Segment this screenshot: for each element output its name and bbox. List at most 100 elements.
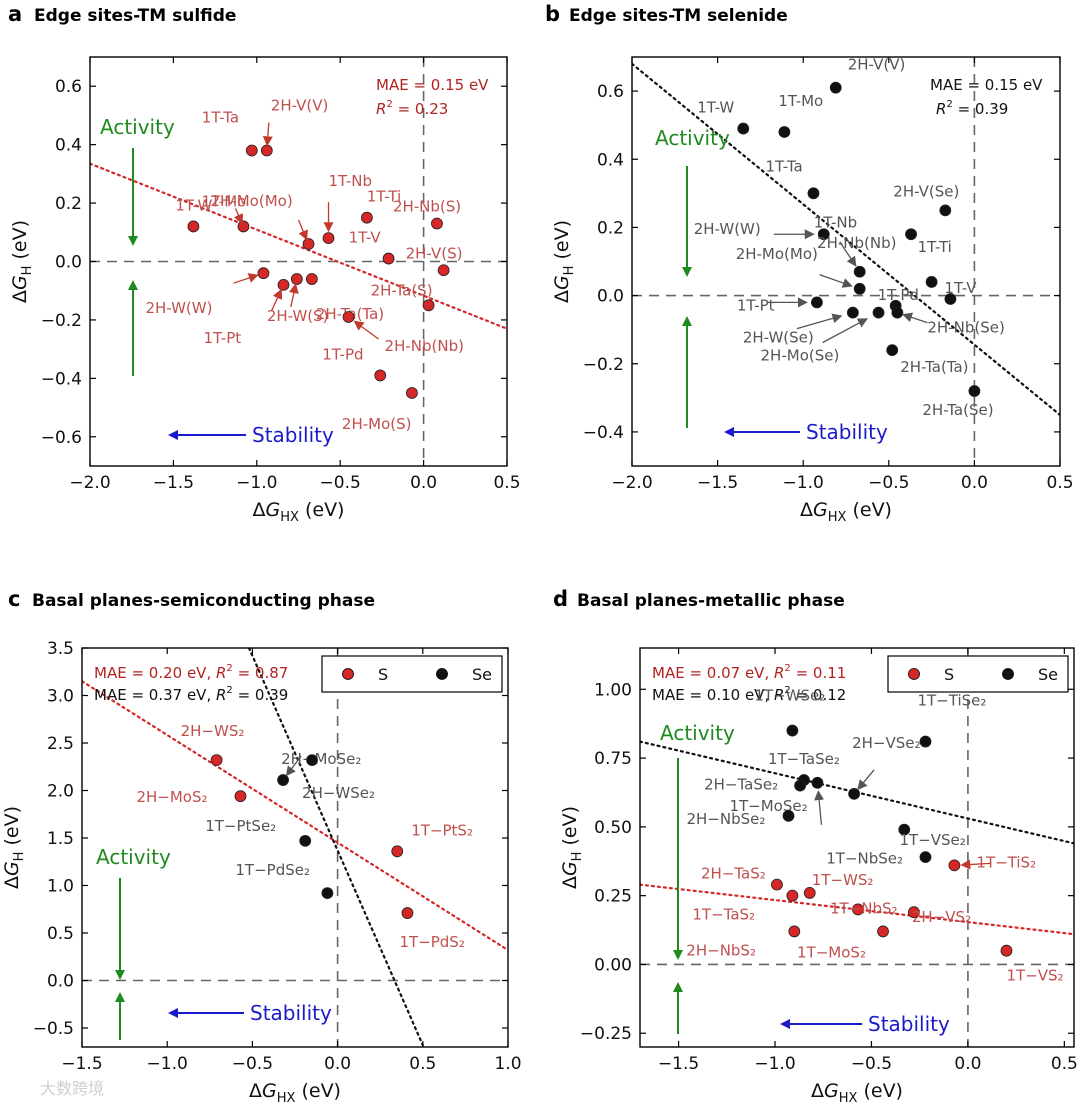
panel-a: a Edge sites-TM sulfide −2.0 −1.5 −1.0 −0.5 0.… — [8, 2, 521, 525]
point-label: 1T−TiSe₂ — [917, 692, 986, 710]
y-tick-label: 0.6 — [55, 77, 82, 97]
y-tick-label: −0.2 — [583, 355, 624, 375]
point-label: 1T-Mo — [778, 92, 823, 110]
x-tick-label: −1.0 — [147, 1054, 188, 1074]
data-point — [786, 889, 799, 902]
data-point — [437, 264, 450, 277]
data-point — [422, 299, 435, 312]
data-point — [778, 126, 791, 138]
y-tick-label: 0.4 — [55, 136, 82, 156]
y-tick-label: 1.00 — [594, 680, 632, 700]
y-tick-label: 1.0 — [47, 877, 74, 897]
r2-value: = 0.39 — [233, 686, 289, 704]
panel-letter: c — [8, 587, 20, 611]
data-point — [811, 776, 824, 789]
panel-title: Edge sites-TM selenide — [569, 6, 788, 26]
y-axis-label: ΔGH (eV) — [559, 806, 585, 889]
data-point — [1000, 944, 1013, 957]
pointer-arrow — [902, 312, 928, 324]
data-point — [939, 204, 952, 217]
x-axis-label: ΔGHX (eV) — [249, 1080, 341, 1106]
stat-line: MAE = 0.37 eV, R2 = 0.39 — [94, 685, 288, 704]
y-tick-label: 0.4 — [597, 150, 624, 170]
point-label: 2H−WS₂ — [181, 722, 245, 740]
data-point — [786, 724, 799, 737]
data-point — [321, 887, 334, 899]
point-label: 2H-Mo(Se) — [761, 347, 840, 365]
x-tick-label: −1.0 — [236, 473, 277, 493]
panel-c: c Basal planes-semiconducting phase −1.5 −1… — [1, 587, 522, 1106]
point-label: 2H-Mo(Mo) — [736, 245, 818, 263]
y-tick-label: 0.6 — [597, 82, 624, 102]
pointer-arrow — [233, 208, 244, 225]
pointer-arrow — [297, 219, 308, 241]
data-point — [807, 187, 820, 200]
y-tick-label: 2.0 — [47, 782, 74, 802]
stat-line: MAE = 0.10 eV, R2 = 0.12 — [652, 685, 846, 704]
x-tick-label: 1.0 — [494, 1054, 521, 1074]
data-point — [305, 273, 318, 285]
panel-letter: a — [8, 2, 22, 26]
mae-label: MAE = 0.20 eV, — [94, 664, 216, 682]
data-point — [782, 809, 795, 822]
data-point — [299, 834, 312, 847]
point-label: 2H−MoSe₂ — [281, 750, 361, 768]
pointer-arrow — [285, 755, 302, 777]
x-tick-label: −1.5 — [697, 473, 738, 493]
data-point — [290, 273, 303, 285]
data-point — [877, 925, 889, 938]
panel-letter: d — [553, 587, 568, 611]
activity-label: Activity — [100, 115, 175, 139]
mae-label: MAE = 0.15 eV — [930, 76, 1043, 94]
y-tick-label: 0.25 — [594, 887, 632, 907]
point-label: 1T-Ta — [202, 108, 239, 126]
point-label: 2H-Ta(S) — [371, 281, 433, 299]
data-point — [322, 232, 335, 245]
stability-label: Stability — [250, 1001, 332, 1025]
stat-line: MAE = 0.20 eV, R2 = 0.87 — [94, 663, 288, 682]
point-label: 2H-V(Se) — [893, 182, 959, 200]
y-tick-label: 0.2 — [55, 194, 82, 214]
point-label: 2H−VSe₂ — [852, 734, 920, 752]
data-point — [391, 845, 404, 858]
data-point — [848, 787, 861, 800]
point-label: 2H-Ta(Ta) — [900, 358, 968, 376]
data-point — [234, 790, 247, 803]
pointer-arrow — [796, 313, 843, 330]
pointer-arrow — [960, 859, 991, 870]
legend-entry: Se — [472, 665, 492, 684]
data-point — [306, 754, 318, 766]
x-axis-label: ΔGHX (eV) — [800, 499, 892, 525]
data-point — [260, 144, 273, 157]
data-point — [382, 252, 395, 265]
r2-symbol: R — [774, 664, 784, 682]
r2-sup: 2 — [784, 685, 790, 696]
panel-title: Edge sites-TM sulfide — [34, 6, 236, 26]
point-label: 2H−NbS₂ — [686, 941, 756, 959]
point-label: 1T-Pd — [878, 286, 919, 304]
legend: S Se — [321, 655, 503, 693]
data-point — [925, 276, 938, 288]
x-tick-label: −1.5 — [658, 1054, 699, 1074]
plot-frame — [81, 647, 509, 1048]
mae-label: MAE = 0.15 eV — [376, 76, 489, 94]
x-tick-label: −2.0 — [611, 473, 652, 493]
pointer-arrow — [822, 318, 868, 344]
data-point — [257, 267, 270, 280]
mae-label: MAE = 0.10 eV, — [652, 686, 774, 704]
data-point — [810, 296, 823, 309]
y-tick-label: 0.2 — [597, 218, 624, 238]
point-label: 1T-Pd — [322, 345, 363, 363]
y-axis-label: ΔGH (eV) — [1, 806, 27, 889]
y-tick-label: −0.2 — [41, 311, 82, 331]
point-label: 1T-Ta — [765, 157, 802, 175]
r2-value: = 0.12 — [791, 686, 847, 704]
point-label: 1T-Nb — [329, 172, 372, 190]
point-label: 2H-V(V) — [271, 96, 329, 114]
point-label: 1T−NbSe₂ — [826, 850, 903, 868]
data-point — [891, 306, 904, 319]
plot-area — [640, 648, 1074, 1047]
point-label: 1T−WSe₂ — [754, 687, 825, 705]
x-tick-label: 0.0 — [324, 1054, 351, 1074]
